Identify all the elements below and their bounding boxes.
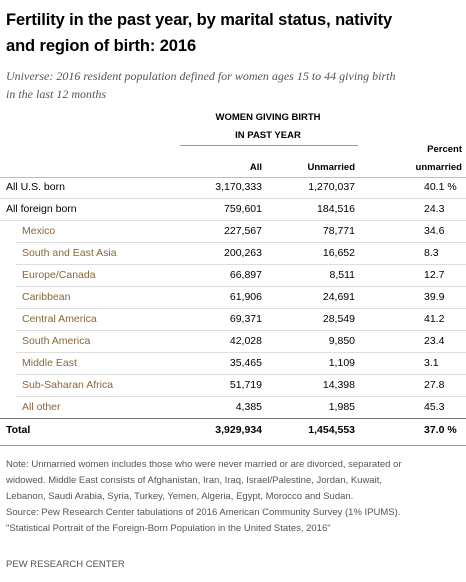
row-label: All U.S. born — [6, 181, 65, 193]
column-header: Unmarried — [307, 162, 355, 173]
cell-percent: 39.9 — [424, 291, 445, 303]
column-header: All — [249, 162, 262, 173]
note: "Statistical Portrait of the Foreign-Bor… — [6, 523, 331, 534]
cell-all: 66,897 — [229, 269, 262, 281]
title: and region of birth: 2016 — [6, 37, 197, 55]
rule — [0, 198, 466, 199]
row-label: All other — [22, 401, 61, 413]
footer: PEW RESEARCH CENTER — [6, 559, 125, 570]
rule — [16, 352, 466, 353]
row-label: Middle East — [22, 357, 77, 369]
cell-unmarried: 1,270,037 — [308, 181, 355, 193]
cell-all: 227,567 — [224, 225, 262, 237]
cell-all: 51,719 — [229, 379, 262, 391]
cell-all: 3,929,934 — [215, 424, 262, 436]
row-label: Mexico — [22, 225, 56, 237]
cell-all: 759,601 — [224, 203, 262, 215]
group-header: WOMEN GIVING BIRTH — [215, 112, 321, 123]
cell-percent: 3.1 — [424, 357, 439, 369]
row-label: Central America — [22, 313, 97, 325]
cell-all: 4,385 — [235, 401, 262, 413]
rule — [0, 177, 466, 178]
cell-unmarried: 28,549 — [322, 313, 355, 325]
rule — [16, 330, 466, 331]
cell-unmarried: 1,454,553 — [308, 424, 355, 436]
note: Note: Unmarried women includes those who… — [6, 459, 402, 470]
subtitle: Universe: 2016 resident population defin… — [6, 69, 396, 83]
cell-unmarried: 184,516 — [317, 203, 355, 215]
cell-unmarried: 1,985 — [328, 401, 355, 413]
row-label: Caribbean — [22, 291, 71, 303]
rule — [0, 418, 466, 419]
cell-percent: 8.3 — [424, 247, 439, 259]
cell-unmarried: 8,511 — [329, 269, 356, 281]
rule — [16, 396, 466, 397]
rule — [16, 308, 466, 309]
cell-all: 200,263 — [224, 247, 262, 259]
row-label: South America — [22, 335, 91, 347]
title: Fertility in the past year, by marital s… — [6, 11, 393, 29]
rule — [16, 242, 466, 243]
cell-all: 42,028 — [229, 335, 262, 347]
cell-percent: 27.8 — [424, 379, 445, 391]
cell-percent: 23.4 — [424, 335, 445, 347]
cell-all: 3,170,333 — [215, 181, 262, 193]
row-label: All foreign born — [6, 203, 77, 215]
subtitle: in the last 12 months — [6, 87, 107, 101]
cell-all: 69,371 — [229, 313, 262, 325]
cell-unmarried: 16,652 — [322, 247, 355, 259]
cell-percent: 34.6 — [424, 225, 445, 237]
group-header: IN PAST YEAR — [235, 130, 301, 141]
cell-all: 61,906 — [229, 291, 262, 303]
column-header: unmarried — [415, 162, 462, 173]
cell-all: 35,465 — [229, 357, 262, 369]
cell-unmarried: 14,398 — [322, 379, 355, 391]
cell-unmarried: 1,109 — [328, 357, 355, 369]
row-label: Total — [6, 424, 31, 436]
cell-unmarried: 78,771 — [322, 225, 355, 237]
row-label: Sub-Saharan Africa — [22, 379, 114, 391]
row-label: South and East Asia — [22, 247, 117, 259]
rule — [0, 445, 466, 446]
note: Source: Pew Research Center tabulations … — [6, 507, 401, 518]
rule — [180, 145, 358, 146]
rule — [16, 286, 466, 287]
cell-unmarried: 24,691 — [322, 291, 355, 303]
note: widowed. Middle East consists of Afghani… — [6, 475, 382, 486]
cell-percent: 37.0 % — [424, 424, 457, 436]
row-label: Europe/Canada — [22, 269, 96, 281]
cell-percent: 12.7 — [424, 269, 445, 281]
cell-percent: 40.1 % — [424, 181, 457, 193]
cell-percent: 41.2 — [424, 313, 445, 325]
note: Lebanon, Saudi Arabia, Syria, Turkey, Ye… — [6, 491, 354, 502]
cell-percent: 24.3 — [424, 203, 445, 215]
cell-unmarried: 9,850 — [328, 335, 355, 347]
rule — [16, 264, 466, 265]
rule — [0, 220, 466, 221]
column-header: Percent — [427, 144, 462, 155]
rule — [16, 374, 466, 375]
cell-percent: 45.3 — [424, 401, 445, 413]
